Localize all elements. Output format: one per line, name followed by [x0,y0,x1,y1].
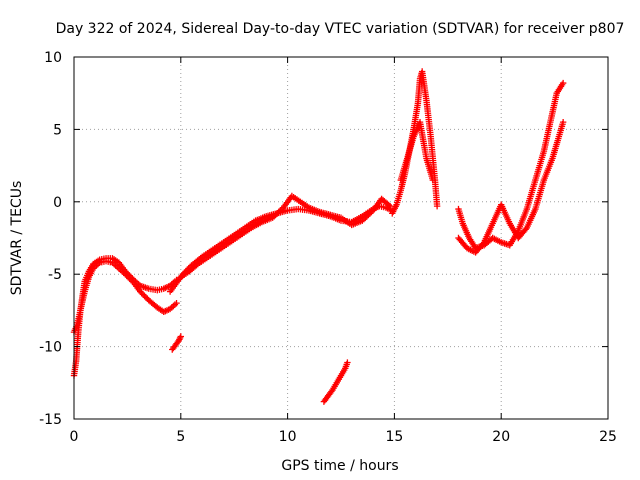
data-point [175,337,182,345]
y-tick-label: -15 [39,412,62,428]
data-point [344,359,351,366]
y-tick-label: 10 [44,50,62,66]
data-point [429,176,437,184]
y-tick-label: 0 [53,195,62,211]
data-point [127,276,135,284]
series-track-e [177,192,394,281]
series-track-i [455,79,567,252]
series-track-c [169,333,184,353]
y-tick-label: 5 [53,122,62,138]
data-points [70,68,567,405]
data-point [559,118,567,126]
data-point [328,388,335,395]
x-tick-label: 25 [599,429,617,445]
data-point [479,240,487,247]
data-point [123,272,130,279]
data-point [176,336,183,343]
grid [74,57,608,419]
data-point [522,226,529,233]
data-point [122,271,129,278]
x-tick-label: 5 [176,429,185,445]
series-track-g [389,68,441,217]
data-point [126,275,133,282]
series-track-b [70,257,180,336]
axis-ticks: 0 5 10 15 20 25 -15 -10 -5 0 5 10 [39,50,617,445]
data-point [141,292,148,300]
x-tick-label: 0 [70,429,79,445]
data-point [173,299,180,307]
y-tick-label: -5 [48,267,62,283]
x-axis-label: GPS time / hours [281,458,398,474]
data-point [433,202,441,210]
chart-title: Day 322 of 2024, Sidereal Day-to-day VTE… [56,21,625,37]
series-track-h [397,118,437,184]
data-point [142,294,150,301]
data-point [137,288,144,295]
data-point [177,333,184,340]
series-track-j [455,118,567,256]
data-point [124,273,132,281]
x-tick-label: 20 [492,429,510,445]
data-point [386,202,394,210]
data-point [139,291,147,298]
x-tick-label: 10 [279,429,297,445]
data-point [559,79,567,87]
series-track-f [320,359,351,405]
y-axis-label: SDTVAR / TECUs [9,181,25,296]
data-point [138,289,145,297]
plot-frame [73,56,609,420]
x-tick-label: 15 [385,429,403,445]
data-point [385,201,392,209]
y-tick-label: -10 [39,340,62,356]
data-point [176,334,184,342]
data-point [193,262,200,269]
